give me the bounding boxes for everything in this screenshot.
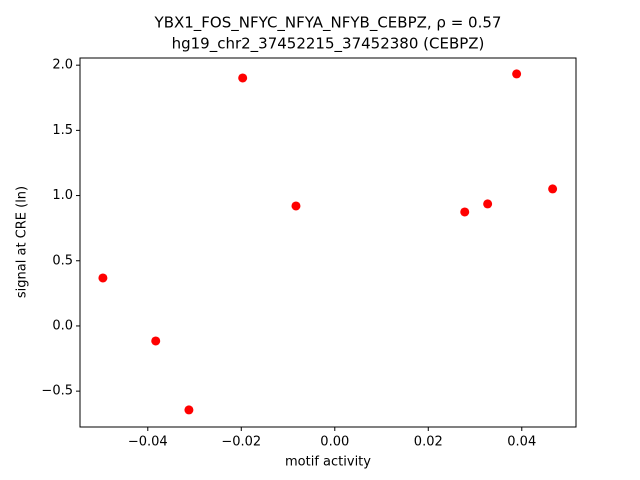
- point: [512, 69, 522, 79]
- x-tick-label: −0.04: [128, 435, 168, 450]
- x-tick-label: 0.02: [414, 435, 443, 450]
- y-tick-label: −0.5: [41, 384, 73, 399]
- point: [151, 336, 161, 346]
- x-axis-label: motif activity: [285, 455, 371, 470]
- y-tick-label: 1.0: [52, 188, 73, 203]
- x-tick-label: −0.02: [221, 435, 261, 450]
- point: [291, 201, 301, 211]
- point: [98, 273, 108, 283]
- chart-subtitle: hg19_chr2_37452215_37452380 (CEBPZ): [172, 35, 485, 54]
- point: [548, 184, 558, 194]
- x-tick-label: 0.00: [320, 435, 349, 450]
- plot-frame: [79, 57, 577, 428]
- y-tick-label: 1.5: [52, 123, 73, 138]
- chart-title: YBX1_FOS_NFYC_NFYA_NFYB_CEBPZ, ρ = 0.57: [154, 14, 502, 33]
- x-tick-label: 0.04: [507, 435, 536, 450]
- y-tick-label: 2.0: [52, 58, 73, 73]
- point: [238, 73, 248, 83]
- y-tick-label: 0.0: [52, 318, 73, 333]
- y-axis-label: signal at CRE (ln): [15, 186, 30, 298]
- point: [460, 207, 470, 217]
- y-tick-label: 0.5: [52, 253, 73, 268]
- point: [483, 199, 493, 209]
- point: [184, 405, 194, 415]
